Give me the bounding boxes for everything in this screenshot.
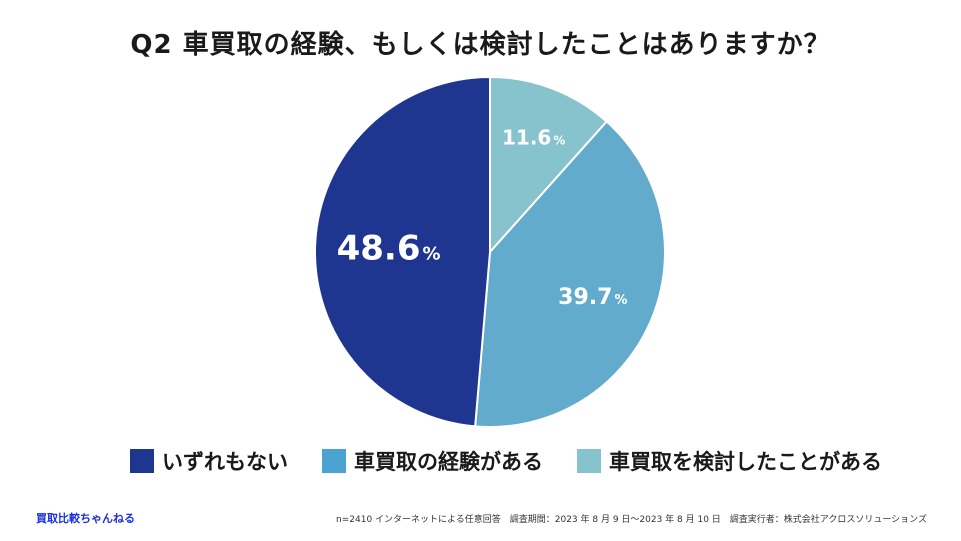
legend-swatch xyxy=(130,449,154,473)
pie-slice xyxy=(314,75,491,428)
legend-swatch xyxy=(577,449,601,473)
slice-value-label: 11.6% xyxy=(502,126,565,150)
pie-slice xyxy=(489,75,609,255)
legend-label: 車買取を検討したことがある xyxy=(609,450,882,474)
legend-label: いずれもない xyxy=(162,450,288,474)
brand-label: 買取比較ちゃんねる xyxy=(36,512,135,525)
legend-item-experienced: 車買取の経験がある xyxy=(322,446,543,476)
chart-title: Q2 車買取の経験、もしくは検討したことはありますか？ xyxy=(130,30,831,60)
slice-value-label: 39.7% xyxy=(558,285,627,310)
legend-swatch xyxy=(322,449,346,473)
legend-item-none: いずれもない xyxy=(130,446,288,476)
pie-slice xyxy=(474,120,666,428)
survey-note: n=2410 インターネットによる任意回答 調査期間：2023 年 8 月 9 … xyxy=(336,515,927,525)
legend-item-considered: 車買取を検討したことがある xyxy=(577,446,882,476)
legend: いずれもない 車買取の経験がある 車買取を検討したことがある xyxy=(130,446,916,476)
legend-label: 車買取の経験がある xyxy=(354,450,543,474)
slice-value-label: 48.6% xyxy=(337,229,441,269)
